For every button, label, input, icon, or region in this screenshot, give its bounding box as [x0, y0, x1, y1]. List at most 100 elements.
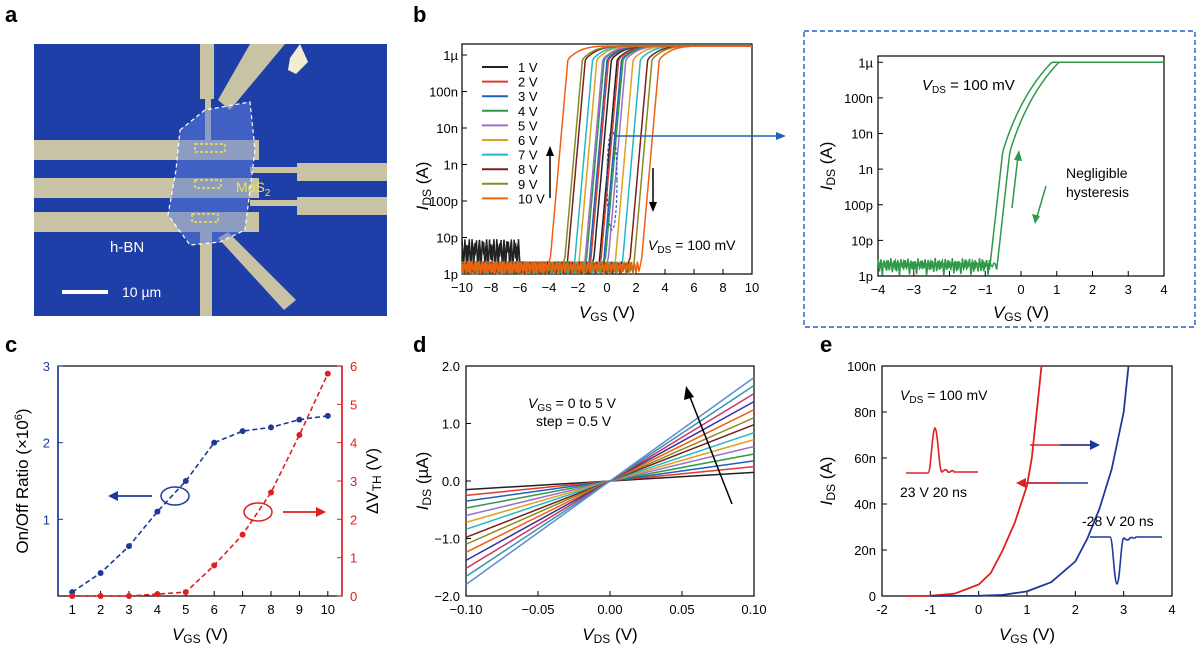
panel-e-y-tick-label: 0 — [869, 589, 876, 604]
panel-e-x-axis-label: VGS (V) — [999, 625, 1055, 646]
panel-c-red-arrowhead — [316, 507, 326, 517]
inset-dashed-border — [803, 30, 1196, 328]
panel-b-y-tick-label: 1n — [444, 157, 458, 172]
panel-c-left-tick-label: 1 — [43, 512, 50, 527]
inset-x-tick-label: −4 — [871, 282, 886, 297]
panel-c-x-tick-label: 5 — [182, 602, 189, 617]
panel-b-y-tick-label: 1p — [444, 267, 458, 282]
panel-b-x-tick-label: 4 — [661, 280, 668, 295]
panel-c-right-tick-label: 0 — [350, 589, 357, 604]
panel-e-curve-negative — [930, 365, 1130, 597]
hbn-label: h-BN — [110, 239, 144, 256]
panel-b-curve-10-reverse — [461, 45, 752, 275]
panel-b-x-tick-label: 0 — [603, 280, 610, 295]
inset-curves — [877, 61, 1164, 276]
electrode-right-2-neck — [250, 200, 300, 206]
panel-c-series-left — [71, 415, 328, 593]
panel-d-y-tick-label: −1.0 — [434, 532, 460, 547]
panel-c: 1 2 3 4 5 6 7 8 9 10 1 2 3 0 1 2 3 4 5 6 On/Off Ratio (×106… — [13, 359, 384, 646]
inset-x-tick-label: −3 — [906, 282, 921, 297]
mos2-label: MoS2 — [236, 179, 271, 199]
panel-label-e: e — [820, 332, 832, 357]
panel-c-point-right — [211, 562, 218, 569]
inset-down-arrowhead — [1032, 214, 1040, 224]
inset-x-axis-label: VGS (V) — [993, 303, 1049, 324]
panel-e-left-arrowhead — [1016, 478, 1026, 488]
panel-c-point-right — [268, 489, 274, 496]
panel-e-y-tick-label: 20n — [854, 543, 876, 558]
panel-b-x-tick-label: −8 — [484, 280, 499, 295]
panel-d: −0.10 −0.05 0.00 0.05 0.102.01.00.0−1.0−2.0 … — [413, 359, 767, 646]
panel-c-right-tick-label: 2 — [350, 512, 357, 527]
inset-x-tick-label: −1 — [978, 282, 993, 297]
panel-b-legend-label: 2 V — [518, 75, 538, 90]
panel-c-right-axis-label: ΔVTH (V) — [363, 448, 384, 514]
panel-c-red-ellipse — [243, 502, 273, 522]
panel-c-curves — [69, 370, 331, 599]
panel-c-ticks: 1 2 3 4 5 6 7 8 9 10 1 2 3 0 1 2 3 4 5 6 — [43, 359, 357, 617]
inset-up-arrow — [1011, 155, 1019, 209]
inset-note-line2: hysteresis — [1066, 184, 1129, 200]
panel-c-x-tick-label: 2 — [97, 602, 104, 617]
panel-b-y-ticks: 1µ 100n 10n 1n 100p 10p 1p — [429, 48, 467, 282]
panel-c-point-left — [182, 478, 189, 484]
panel-c-left-tick-label: 2 — [43, 436, 50, 451]
panel-b-legend-label: 3 V — [518, 89, 538, 104]
panel-e-positive-pulse-label: 23 V 20 ns — [900, 484, 967, 500]
panel-c-x-tick-label: 10 — [321, 602, 335, 617]
panel-b-x-tick-label: 8 — [719, 280, 726, 295]
panel-c-series-right — [72, 373, 329, 597]
panel-c-right-tick-label: 5 — [350, 397, 357, 412]
panel-d-x-axis-label: VDS (V) — [582, 625, 637, 646]
inset-y-tick-label: 10n — [851, 127, 873, 142]
panel-b-legend: 1 V2 V3 V4 V5 V6 V7 V8 V9 V10 V — [482, 60, 545, 206]
inset-y-axis-label: IDS (A) — [817, 142, 838, 191]
electrode-bottom-2 — [218, 232, 296, 310]
panel-c-x-tick-label: 6 — [211, 602, 218, 617]
panel-b-forward-arrowhead — [546, 146, 554, 156]
panel-d-note-line1: VGS = 0 to 5 V — [528, 395, 617, 414]
panel-label-d: d — [413, 332, 426, 357]
panel-b-x-tick-label: −10 — [451, 280, 473, 295]
panel-b-x-ticks: −10 −8 −6 −4 −2 0 2 4 6 8 10 — [451, 269, 759, 295]
electrode-right-2 — [297, 197, 387, 215]
panel-d-x-tick-label: 0.00 — [597, 602, 622, 617]
inset-x-tick-label: 2 — [1089, 282, 1096, 297]
panel-label-a: a — [5, 2, 18, 27]
panel-e-x-tick-label: 3 — [1120, 602, 1127, 617]
electrode-debris — [288, 44, 308, 74]
panel-e-negative-pulse-label: -28 V 20 ns — [1082, 513, 1154, 529]
panel-d-y-tick-label: 0.0 — [442, 474, 460, 489]
inset-y-tick-label: 1p — [859, 269, 873, 284]
panel-b-x-axis-label: VGS (V) — [579, 303, 635, 324]
panel-e-right-arrowhead — [1090, 440, 1100, 450]
panel-c-point-left — [211, 439, 218, 446]
electrode-bottom-1 — [200, 232, 212, 316]
panel-b-legend-label: 1 V — [518, 60, 538, 75]
panel-b-x-tick-label: −2 — [571, 280, 586, 295]
panel-b-y-tick-label: 10p — [436, 230, 458, 245]
panel-c-right-tick-label: 6 — [350, 359, 357, 374]
inset-y-ticks: 1µ 100n 10n 1n 100p 10p 1p — [844, 55, 883, 284]
panel-d-y-tick-label: 1.0 — [442, 417, 460, 432]
panel-e-vds-note: VDS = 100 mV — [900, 387, 988, 406]
panel-b-y-tick-label: 100n — [429, 84, 458, 99]
panel-e-x-tick-label: 2 — [1072, 602, 1079, 617]
panel-c-x-tick-label: 1 — [69, 602, 76, 617]
panel-b-curves — [461, 45, 752, 275]
inset-x-tick-label: 1 — [1053, 282, 1060, 297]
inset-x-tick-label: 0 — [1017, 282, 1024, 297]
panel-b-legend-label: 10 V — [518, 191, 545, 206]
panel-d-x-tick-label: −0.05 — [522, 602, 555, 617]
panel-e-y-tick-label: 40n — [854, 497, 876, 512]
panel-e-y-tick-label: 60n — [854, 451, 876, 466]
panel-b-legend-label: 9 V — [518, 177, 538, 192]
mos2-channel-3 — [191, 213, 219, 223]
electrode-right-1 — [297, 163, 387, 181]
panel-c-x-tick-label: 3 — [125, 602, 132, 617]
panel-b-inset: 1µ 100n 10n 1n 100p 10p 1p −4 −3 −2 −1 0 1 2 3 4 IDS (… — [803, 30, 1196, 328]
panel-d-arrow — [687, 391, 733, 505]
panel-b-y-axis-label: IDS (A) — [413, 162, 434, 211]
panel-c-point-left — [268, 424, 274, 431]
